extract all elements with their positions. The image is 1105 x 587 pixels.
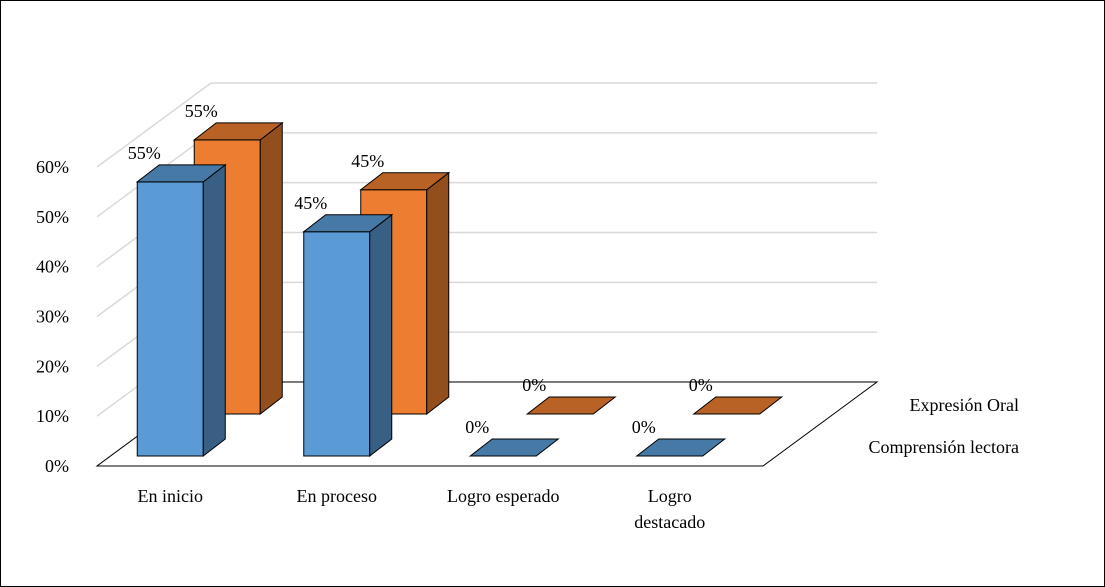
y-tick-label: 40% [36,257,69,277]
gridline-side [96,82,212,168]
x-tick-label: En inicio [138,486,204,506]
bar-expresión-oral-logro-destacado [692,396,784,415]
bar-top-face [302,214,394,233]
bar-top-face [692,396,784,415]
data-label: 45% [294,193,327,213]
bar-top-face [635,438,727,457]
bar-side-face [369,213,393,458]
series-depth-labels: Comprensión lectora Expresión Oral [869,395,1019,457]
data-label: 0% [632,417,656,437]
y-tick-label: 30% [36,307,69,327]
bar-comprensión-lectora-en-inicio [135,163,227,458]
x-tick-label: Logro destacado [634,486,705,532]
data-label: 55% [185,101,218,121]
bar-comprensión-lectora-en-proceso [302,213,394,458]
y-axis-tick-labels: 0% 10% 20% 30% 40% 50% 60% [36,157,69,476]
bar-side-face [202,163,226,458]
bar-top-face [359,172,451,191]
y-tick-label: 0% [45,456,69,476]
series-back-bars [192,121,784,416]
bar-comprensión-lectora-logro-esperado [468,438,560,457]
bar-top-face [192,122,284,141]
y-tick-label: 50% [36,207,69,227]
bar-side-face [426,171,450,416]
bar-top-face [135,164,227,183]
data-label: 0% [689,375,713,395]
series-label-comprension: Comprensión lectora [869,437,1019,457]
bar-top-face [468,438,560,457]
series-label-expresion: Expresión Oral [910,395,1019,415]
bar-expresión-oral-logro-esperado [525,396,617,415]
x-tick-label: Logro esperado [447,486,559,506]
bar-front-face [136,181,204,457]
bar-top-face [525,396,617,415]
series-front-bars [135,163,727,458]
y-tick-label: 20% [36,356,69,376]
x-tick-label: En proceso [297,486,377,506]
data-label: 0% [522,375,546,395]
bar-comprensión-lectora-logro-destacado [635,438,727,457]
bar-front-face [303,231,371,457]
data-label: 55% [128,143,161,163]
data-label: 45% [351,151,384,171]
y-tick-label: 10% [36,406,69,426]
y-tick-label: 60% [36,157,69,177]
data-labels: 55% 45% 0% 0% 55% 45% 0% 0% [128,101,713,437]
bar-side-face [259,121,283,416]
x-axis-tick-labels: En inicio En proceso Logro esperado Logro de… [138,486,706,532]
data-label: 0% [465,417,489,437]
